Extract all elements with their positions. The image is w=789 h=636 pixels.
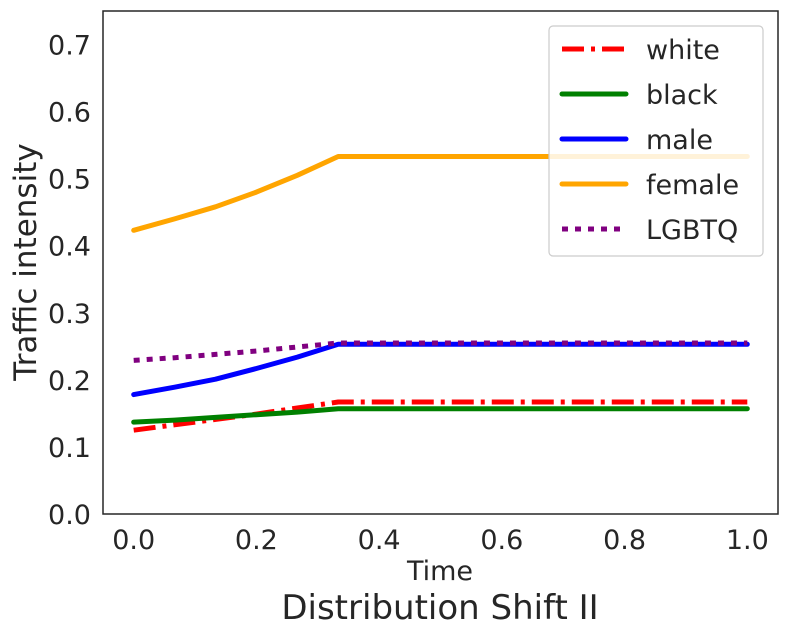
x-tick-label: 0.8 — [603, 525, 646, 556]
x-tick-label: 0.2 — [235, 525, 278, 556]
chart-title: Distribution Shift II — [281, 588, 598, 628]
series-line-male — [131, 341, 750, 398]
x-tick-label: 0.6 — [480, 525, 523, 556]
y-tick-label: 0.4 — [48, 232, 91, 263]
series-line-female — [131, 154, 750, 233]
y-axis-ticks: 0.0 0.1 0.2 0.3 0.4 0.5 0.6 0.7 — [48, 31, 91, 531]
y-axis-label: Traffic intensity — [8, 143, 44, 381]
y-tick-label: 0.1 — [48, 433, 91, 464]
y-tick-label: 0.2 — [48, 366, 91, 397]
series-line-lgbtq — [133, 340, 748, 363]
legend-frame — [548, 25, 764, 257]
x-axis-ticks: 0.0 0.2 0.4 0.6 0.8 1.0 — [112, 525, 769, 556]
y-tick-label: 0.5 — [48, 165, 91, 196]
legend-label: white — [646, 35, 720, 66]
x-axis-label: Time — [406, 556, 473, 587]
y-tick-label: 0.6 — [48, 98, 91, 129]
series-lines — [131, 154, 750, 433]
legend: white black male female LGBTQ — [548, 25, 764, 257]
x-tick-label: 0.4 — [358, 525, 401, 556]
legend-label: LGBTQ — [646, 215, 738, 246]
plot-frame — [102, 10, 779, 515]
legend-label: female — [646, 170, 739, 201]
legend-label: male — [646, 125, 713, 156]
legend-label: black — [646, 80, 718, 111]
y-tick-label: 0.3 — [48, 299, 91, 330]
y-tick-label: 0.0 — [48, 500, 91, 531]
x-tick-label: 0.0 — [112, 525, 155, 556]
x-tick-label: 1.0 — [726, 525, 769, 556]
series-line-black — [131, 406, 750, 425]
y-tick-label: 0.7 — [48, 31, 91, 62]
